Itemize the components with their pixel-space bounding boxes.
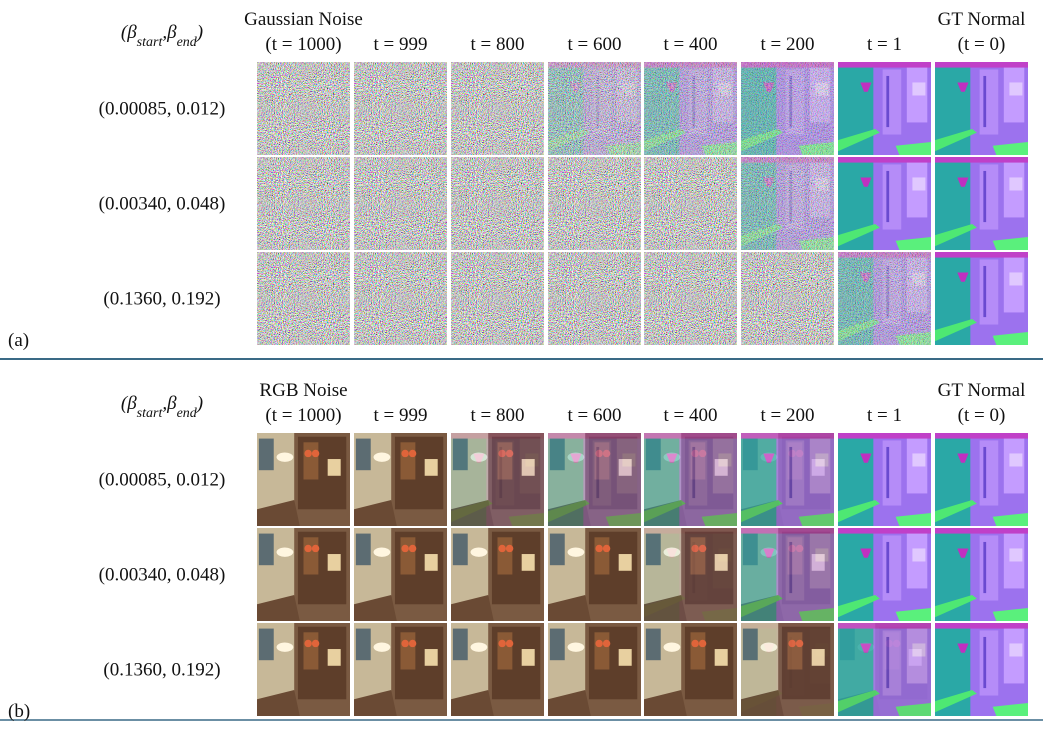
- column-header: GT Normal: [938, 9, 1026, 30]
- param-header-part: start: [137, 35, 164, 50]
- param-header-part: ): [196, 22, 203, 43]
- thumbnail: [354, 62, 447, 155]
- thumbnail: [257, 433, 350, 526]
- column-header: t = 800: [471, 405, 525, 426]
- figure: (βstart,βend)Gaussian Noise(t = 1000)t =…: [0, 0, 1043, 734]
- column-header: t = 600: [568, 34, 622, 55]
- thumbnail: [741, 623, 834, 716]
- thumbnail: [548, 528, 641, 621]
- thumbnail: [935, 433, 1028, 526]
- thumbnail: [644, 62, 737, 155]
- column-header: t = 1: [867, 34, 902, 55]
- row-label: (0.00085, 0.012): [99, 470, 226, 491]
- column-header: t = 200: [761, 405, 815, 426]
- thumbnail: [548, 252, 641, 345]
- thumbnail: [838, 623, 931, 716]
- row-label: (0.00340, 0.048): [99, 194, 226, 215]
- thumbnail: [548, 157, 641, 250]
- thumbnail: [257, 62, 350, 155]
- panel-label: (a): [8, 330, 29, 351]
- column-header: Gaussian Noise: [244, 9, 363, 30]
- thumbnail: [838, 62, 931, 155]
- row-label: (0.1360, 0.192): [103, 289, 220, 310]
- column-header: t = 999: [374, 34, 428, 55]
- thumbnail: [451, 623, 544, 716]
- thumbnail: [935, 157, 1028, 250]
- thumbnail: [354, 623, 447, 716]
- thumbnail: [935, 252, 1028, 345]
- column-header: t = 400: [664, 34, 718, 55]
- thumbnail: [644, 252, 737, 345]
- param-header-part: ): [196, 393, 203, 414]
- column-header: RGB Noise: [259, 380, 347, 401]
- param-header-part: end: [177, 406, 198, 421]
- panel: (βstart,βend) Gaussian Noise (t = 1000) t =…: [8, 9, 1028, 351]
- param-header: (βstart,βend): [121, 22, 203, 50]
- thumbnail: [741, 157, 834, 250]
- thumbnail: [257, 623, 350, 716]
- thumbnail: [838, 157, 931, 250]
- column-header: (t = 1000): [265, 34, 341, 55]
- thumbnail: [838, 433, 931, 526]
- column-header: t = 200: [761, 34, 815, 55]
- thumbnail: [257, 528, 350, 621]
- param-header: (βstart,βend): [121, 393, 203, 421]
- thumbnail: [838, 252, 931, 345]
- column-header: (t = 0): [958, 405, 1006, 426]
- thumbnail: [354, 252, 447, 345]
- thumbnail: [644, 157, 737, 250]
- column-header: t = 400: [664, 405, 718, 426]
- thumbnail: [451, 252, 544, 345]
- row-label: (0.00085, 0.012): [99, 99, 226, 120]
- column-header: (t = 0): [958, 34, 1006, 55]
- thumbnail: [741, 252, 834, 345]
- param-header-part: start: [137, 406, 164, 421]
- thumbnail: [935, 623, 1028, 716]
- column-header: t = 800: [471, 34, 525, 55]
- thumbnail: [741, 433, 834, 526]
- row-label: (0.1360, 0.192): [103, 660, 220, 681]
- param-header-part: (β: [121, 393, 137, 414]
- thumbnail: [257, 157, 350, 250]
- panel-label: (b): [8, 701, 30, 722]
- column-header: t = 600: [568, 405, 622, 426]
- param-header-part: (β: [121, 22, 137, 43]
- thumbnail: [354, 157, 447, 250]
- thumbnail: [548, 433, 641, 526]
- thumbnail: [935, 62, 1028, 155]
- thumbnail: [548, 62, 641, 155]
- thumbnail: [451, 528, 544, 621]
- thumbnail: [644, 433, 737, 526]
- thumbnail: [451, 433, 544, 526]
- column-header: t = 1: [867, 405, 902, 426]
- thumbnail: [741, 62, 834, 155]
- thumbnail: [935, 528, 1028, 621]
- column-header: t = 999: [374, 405, 428, 426]
- param-header-part: ,β: [162, 22, 177, 43]
- thumbnail: [451, 62, 544, 155]
- param-header-part: ,β: [162, 393, 177, 414]
- thumbnail: [354, 528, 447, 621]
- thumbnail: [548, 623, 641, 716]
- thumbnail: [451, 157, 544, 250]
- row-label: (0.00340, 0.048): [99, 565, 226, 586]
- panel: (βstart,βend) RGB Noise (t = 1000) t = 999 t…: [8, 380, 1028, 722]
- param-header-part: end: [177, 35, 198, 50]
- column-header: (t = 1000): [265, 405, 341, 426]
- thumbnail: [838, 528, 931, 621]
- thumbnail: [354, 433, 447, 526]
- column-header: GT Normal: [938, 380, 1026, 401]
- thumbnail: [741, 528, 834, 621]
- thumbnail: [644, 528, 737, 621]
- thumbnail: [644, 623, 737, 716]
- thumbnail: [257, 252, 350, 345]
